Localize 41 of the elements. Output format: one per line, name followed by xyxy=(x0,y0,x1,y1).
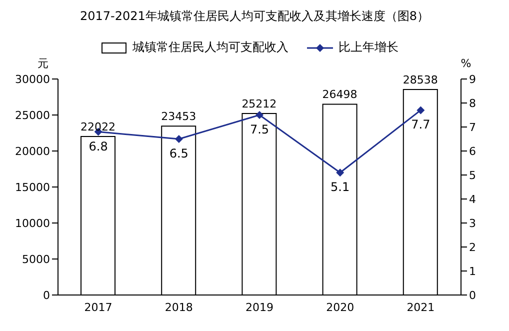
data-label: 28538 xyxy=(402,74,438,87)
y-tick-label: 15000 xyxy=(15,180,50,194)
point xyxy=(416,106,425,114)
data-label: 25212 xyxy=(242,97,277,110)
x-tick-label: 2020 xyxy=(326,300,354,314)
data-label: 23453 xyxy=(161,110,196,124)
y-tick-label: 20000 xyxy=(15,144,50,158)
x-tick-label: 2021 xyxy=(406,300,435,314)
y2-tick-label: 2 xyxy=(469,240,476,254)
y2-tick-label: 1 xyxy=(469,264,476,278)
point xyxy=(256,111,264,119)
x-tick-label: 2017 xyxy=(84,300,112,314)
data-label: 6.5 xyxy=(169,146,188,161)
y2-tick-label: 0 xyxy=(469,288,476,302)
y-tick-label: 0 xyxy=(43,288,50,302)
y2-axis-title: % xyxy=(460,57,472,70)
legend-label: 比上年增长 xyxy=(338,39,398,56)
y-tick-label: 10000 xyxy=(15,216,50,230)
data-label: 22022 xyxy=(80,120,116,134)
data-label: 5.1 xyxy=(330,180,350,194)
point xyxy=(174,135,183,143)
y-axis-title: 元 xyxy=(38,57,48,70)
y2-tick-label: 9 xyxy=(469,72,476,86)
chart-title: 2017-2021年城镇常住居民人均可支配收入及其增长速度（图8） xyxy=(78,8,430,25)
y2-tick-label: 8 xyxy=(469,96,476,110)
data-label: 26498 xyxy=(322,88,358,102)
legend-label: 城镇常住居民人均可支配收入 xyxy=(132,39,288,56)
y2-tick-label: 5 xyxy=(469,168,476,182)
data-label: 7.7 xyxy=(411,118,430,132)
y-tick-label: 5000 xyxy=(22,252,50,266)
y2-tick-label: 3 xyxy=(469,216,476,230)
data-label: 6.8 xyxy=(88,139,108,154)
y2-tick-label: 7 xyxy=(469,120,476,134)
y2-tick-label: 4 xyxy=(469,192,476,206)
y-tick-label: 25000 xyxy=(15,108,50,122)
x-tick-label: 2019 xyxy=(246,300,274,314)
y-tick-label: 30000 xyxy=(15,72,50,86)
data-label: 7.5 xyxy=(250,122,270,137)
y2-tick-label: 6 xyxy=(469,144,476,158)
x-tick-label: 2018 xyxy=(164,300,193,314)
point xyxy=(336,168,344,177)
